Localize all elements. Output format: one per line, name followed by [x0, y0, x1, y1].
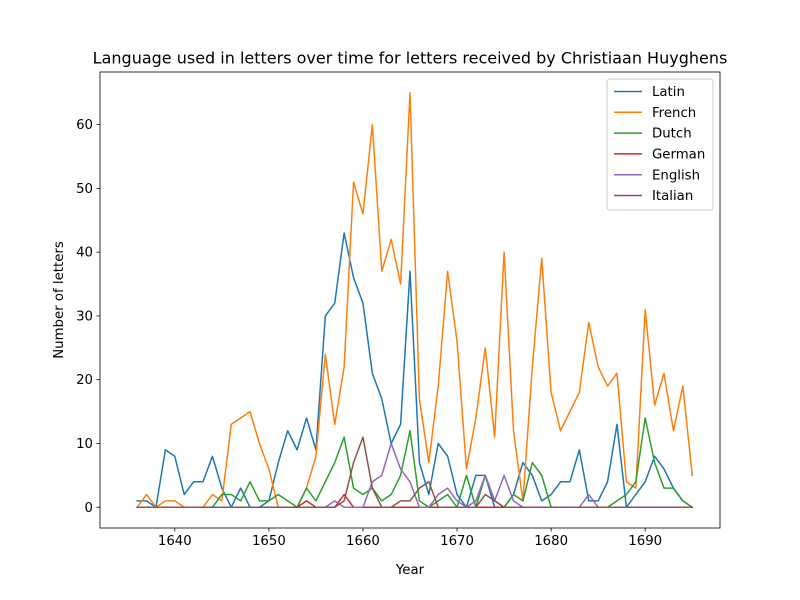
y-tick-label: 20: [76, 373, 93, 388]
series-line-french: [136, 91, 694, 509]
y-tick-label: 50: [76, 182, 93, 197]
x-tick-label: 1680: [534, 534, 568, 549]
x-tick-label: 1660: [346, 534, 380, 549]
y-tick-label: 30: [76, 309, 93, 324]
y-tick-label: 0: [85, 501, 93, 516]
legend-label-french: French: [652, 106, 696, 121]
y-axis-label: Number of letters: [52, 241, 67, 359]
x-tick-label: 1640: [158, 534, 192, 549]
y-tick-label: 40: [76, 246, 93, 261]
plot-area: [99, 71, 721, 529]
x-tick-label: 1650: [252, 534, 286, 549]
y-tick-label: 60: [76, 118, 93, 133]
x-axis-label: Year: [395, 563, 425, 578]
series-line-italian: [136, 436, 693, 509]
legend-label-german: German: [652, 148, 705, 163]
legend-label-latin: Latin: [652, 85, 685, 100]
legend-label-english: English: [652, 168, 700, 183]
chart-title: Language used in letters over time for l…: [93, 49, 728, 68]
legend-label-dutch: Dutch: [652, 127, 692, 142]
legend: Latin French Dutch German English Italian: [606, 78, 714, 211]
x-tick-label: 1690: [628, 534, 662, 549]
x-tick-label: 1670: [440, 534, 474, 549]
y-axis-ticks: 0 10 20 30 40 50 60: [76, 118, 100, 516]
y-tick-label: 10: [76, 437, 93, 452]
x-axis-ticks: 1640 1650 1660 1670 1680 1690: [158, 528, 662, 549]
series-line-latin: [136, 232, 694, 509]
series-lines: [136, 91, 694, 509]
legend-label-italian: Italian: [652, 189, 693, 204]
axes-frame: [99, 71, 721, 529]
